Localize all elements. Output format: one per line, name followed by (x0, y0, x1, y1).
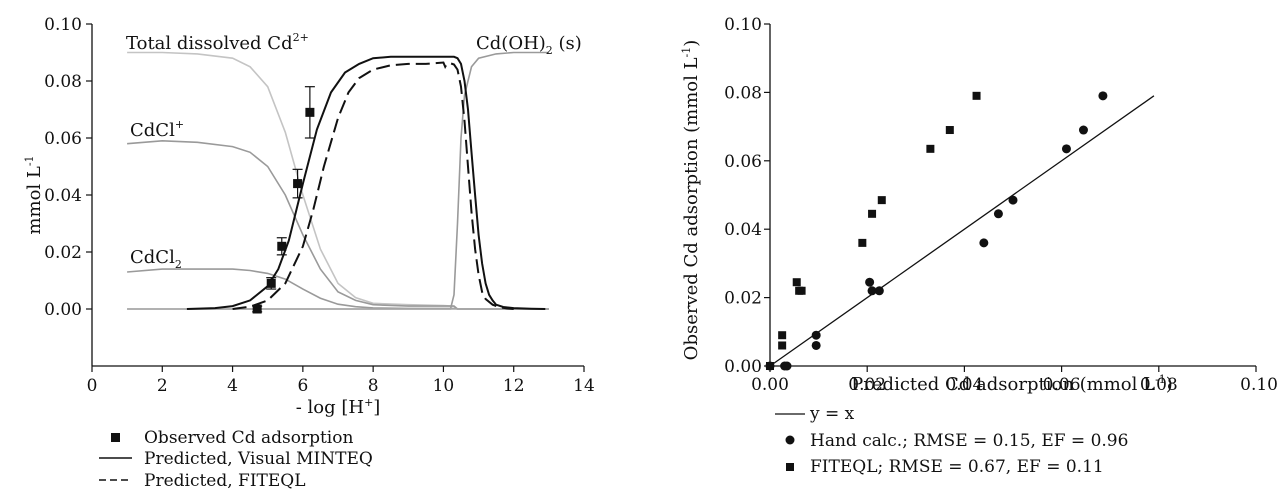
left-x-tick-label: 8 (368, 376, 379, 396)
hand-calc-point (865, 277, 875, 287)
right-y-tick-label: 0.02 (724, 289, 762, 309)
hand-calc-point (782, 361, 792, 371)
fiteql-line (232, 61, 514, 310)
right-x-tick-label: 0.04 (945, 375, 983, 395)
observed-point (277, 241, 287, 251)
hand-calc-point (1078, 125, 1088, 135)
legend-fiteql-scatter-label: FITEQL; RMSE = 0.67, EF = 0.11 (810, 457, 1104, 477)
right-x-tick-label: 0.00 (751, 375, 789, 395)
right-x-tick-label: 0.10 (1240, 375, 1278, 395)
hand-calc-point (811, 330, 821, 340)
hand-calc-point (874, 286, 884, 296)
fiteql-point (766, 362, 774, 370)
label-cd-oh2: Cd(OH)2 (s) (476, 33, 582, 57)
right-x-axis-label: Predicted Cd adsorption (mmol L-1) (851, 373, 1173, 395)
right-x-ticks: 0.00 0.02 0.04 0.06 0.08 0.10 (751, 366, 1278, 395)
identity-line (769, 95, 1155, 367)
fiteql-point (792, 278, 801, 287)
label-cdcl2: CdCl2 (130, 247, 182, 271)
left-x-tick-label: 2 (157, 376, 168, 396)
left-x-ticks: 0 2 4 6 8 10 12 14 (87, 366, 595, 396)
fiteql-point (926, 144, 935, 153)
right-y-axis-label: Observed Cd adsorption (mmol L-1) (680, 40, 702, 361)
left-y-tick-label: 0.00 (44, 300, 82, 320)
left-y-tick-label: 0.04 (44, 186, 82, 206)
right-y-ticks: 0.00 0.02 0.04 0.06 0.08 0.10 (724, 15, 770, 377)
label-total-dissolved-cd: Total dissolved Cd2+ (126, 31, 309, 54)
right-y-tick-label: 0.10 (724, 15, 762, 35)
cdcl2-curve (127, 268, 549, 310)
legend-identity-label: y = x (809, 404, 855, 424)
legend-hand-calc-marker (785, 435, 795, 445)
fiteql-point (858, 238, 867, 247)
hand-calc-point (979, 238, 989, 248)
observed-point (305, 107, 315, 117)
right-x-tick-label: 0.06 (1043, 375, 1081, 395)
left-x-axis-label: - log [H+] (296, 396, 381, 418)
fiteql-point (945, 126, 954, 135)
left-y-axis-label: mmol L-1 (23, 155, 45, 234)
left-y-tick-label: 0.08 (44, 72, 82, 92)
left-series-lines (186, 55, 546, 310)
fiteql-point (778, 341, 787, 350)
hand-calc-point (1008, 195, 1018, 205)
left-observed-points (252, 86, 315, 314)
right-y-tick-label: 0.06 (724, 152, 762, 172)
fiteql-point (797, 286, 806, 295)
legend-hand-calc-label: Hand calc.; RMSE = 0.15, EF = 0.96 (810, 431, 1128, 451)
right-x-tick-label: 0.02 (848, 375, 886, 395)
left-y-tick-label: 0.02 (44, 243, 82, 263)
fiteql-point (972, 91, 981, 100)
left-x-tick-label: 14 (573, 376, 595, 396)
left-x-tick-label: 4 (227, 376, 238, 396)
left-y-ticks: 0.00 0.02 0.04 0.06 0.08 0.10 (44, 15, 92, 320)
legend-fiteql-marker (786, 463, 794, 471)
right-y-tick-label: 0.04 (724, 220, 762, 240)
left-chart: 0.00 0.02 0.04 0.06 0.08 0.10 0 2 4 6 8 10 12 14 mmo… (23, 15, 595, 491)
hand-calc-point (867, 286, 877, 296)
right-legend: y = x Hand calc.; RMSE = 0.15, EF = 0.96… (775, 404, 1128, 477)
hand-calc-points (765, 91, 1108, 371)
left-y-tick-label: 0.10 (44, 15, 82, 35)
legend-observed-marker (111, 433, 120, 442)
observed-point (252, 304, 262, 314)
fiteql-points (766, 91, 981, 370)
total-dissolved-cd-curve (127, 51, 549, 310)
right-y-tick-label: 0.08 (724, 83, 762, 103)
cd-oh2-curve (127, 51, 549, 310)
left-species-curves (127, 51, 549, 310)
fiteql-point (877, 196, 886, 205)
fiteql-point (778, 331, 787, 340)
left-x-tick-label: 12 (503, 376, 525, 396)
observed-point (266, 278, 276, 288)
legend-visual-minteq-label: Predicted, Visual MINTEQ (144, 449, 373, 469)
legend-fiteql-label: Predicted, FITEQL (144, 471, 306, 491)
hand-calc-point (811, 340, 821, 350)
left-y-tick-label: 0.06 (44, 129, 82, 149)
hand-calc-point (993, 209, 1003, 219)
left-x-tick-label: 6 (297, 376, 308, 396)
left-x-tick-label: 0 (87, 376, 98, 396)
fiteql-point (868, 209, 877, 218)
visual-minteq-line (186, 55, 546, 310)
right-x-tick-label: 0.08 (1140, 375, 1178, 395)
right-chart: 0.000.020.040.060.080.10 0.00 0.02 0.04 0.0… (680, 15, 1278, 477)
label-cdcl-plus: CdCl+ (130, 118, 184, 141)
hand-calc-point (1098, 91, 1108, 101)
legend-observed-label: Observed Cd adsorption (144, 428, 353, 448)
left-legend: Observed Cd adsorption Predicted, Visual… (99, 428, 373, 491)
observed-point (293, 179, 303, 189)
right-y-tick-label: 0.00 (724, 357, 762, 377)
hand-calc-point (1061, 144, 1071, 154)
left-x-tick-label: 10 (433, 376, 455, 396)
